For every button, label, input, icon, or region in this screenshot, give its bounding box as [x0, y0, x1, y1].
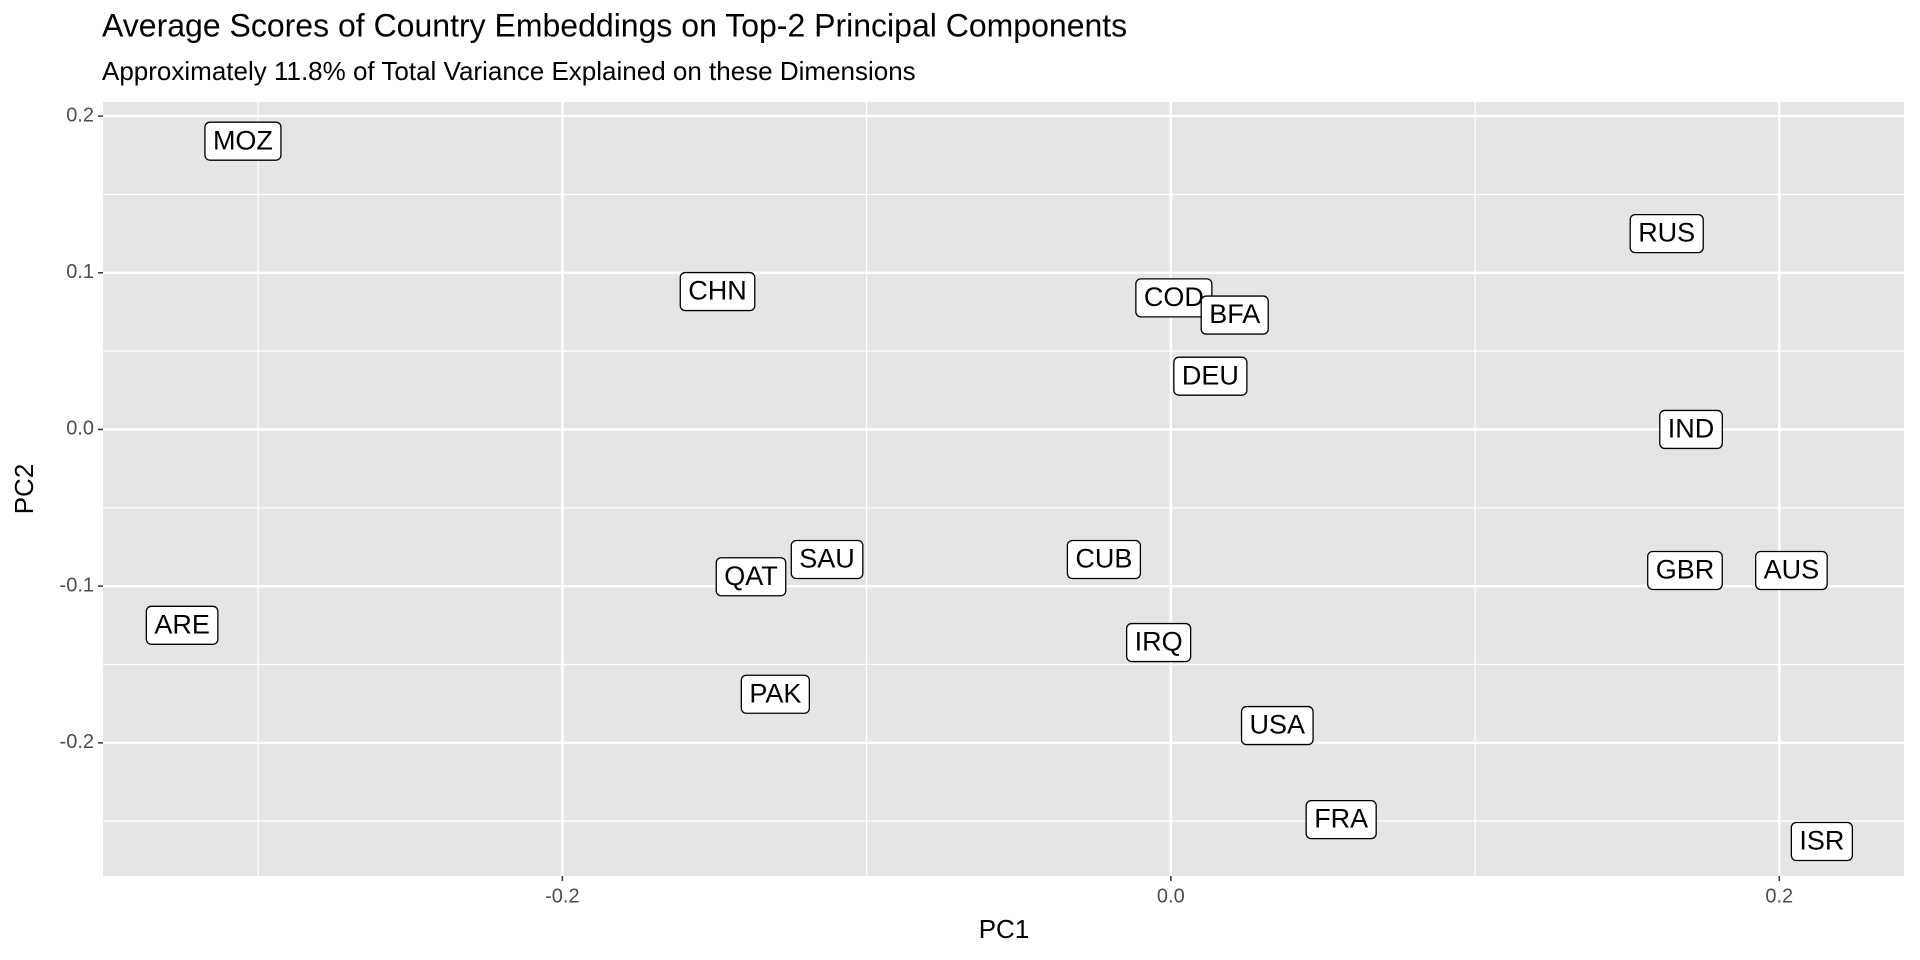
label-box: [790, 539, 864, 580]
label-box: [1305, 799, 1377, 840]
point-label-text: ISR: [1799, 826, 1844, 856]
label-box: [1647, 550, 1723, 591]
point-label-text: AUS: [1764, 555, 1820, 585]
point-label-text: BFA: [1209, 299, 1260, 329]
point-label: BFA: [1200, 295, 1269, 335]
point-label: AUS: [1755, 550, 1828, 591]
label-box: [740, 674, 810, 714]
label-box: [1200, 295, 1269, 335]
label-box: [1066, 539, 1142, 580]
y-tick-label: -0.2: [60, 731, 94, 753]
y-tick-label: 0.0: [66, 418, 94, 440]
label-box: [715, 557, 787, 597]
x-tick-label: 0.2: [1765, 885, 1793, 907]
point-label-text: MOZ: [213, 125, 273, 155]
point-label: DEU: [1173, 356, 1248, 396]
point-label: PAK: [740, 674, 810, 714]
y-tick-label: -0.1: [60, 574, 94, 596]
point-label: SAU: [790, 539, 864, 580]
label-box: [204, 121, 282, 161]
point-label-text: GBR: [1656, 555, 1715, 585]
y-axis-title: PC2: [9, 464, 39, 515]
point-label-text: SAU: [799, 544, 855, 574]
label-box: [1125, 622, 1192, 663]
label-box: [1629, 213, 1704, 254]
point-label-text: PAK: [749, 678, 801, 708]
label-box: [1790, 821, 1854, 862]
point-label-text: CUB: [1075, 544, 1132, 574]
point-label: ARE: [145, 605, 219, 645]
label-box: [1755, 550, 1828, 591]
x-tick-label: 0.0: [1157, 885, 1185, 907]
point-label: COD: [1135, 278, 1213, 318]
label-box: [145, 605, 219, 645]
point-label-text: FRA: [1314, 804, 1368, 834]
point-label-text: USA: [1250, 710, 1306, 740]
point-label: CUB: [1066, 539, 1142, 580]
point-label: GBR: [1647, 550, 1723, 591]
label-box: [1659, 409, 1723, 450]
label-box: [679, 271, 756, 312]
x-axis-title: PC1: [979, 914, 1030, 944]
point-label-text: IND: [1668, 414, 1715, 444]
point-label: QAT: [715, 557, 787, 597]
point-label: FRA: [1305, 799, 1377, 840]
point-label-text: IRQ: [1135, 627, 1183, 657]
point-label-text: RUS: [1638, 218, 1695, 248]
point-label-text: ARE: [154, 609, 210, 639]
point-label-text: DEU: [1182, 360, 1239, 390]
point-label: ISR: [1790, 821, 1854, 862]
point-label-text: QAT: [724, 561, 778, 591]
chart-subtitle: Approximately 11.8% of Total Variance Ex…: [102, 56, 916, 86]
x-tick-label: -0.2: [545, 885, 579, 907]
point-label: IND: [1659, 409, 1723, 450]
point-label: RUS: [1629, 213, 1704, 254]
label-box: [1173, 356, 1248, 396]
chart-title: Average Scores of Country Embeddings on …: [102, 7, 1127, 43]
plot-panel: [103, 102, 1904, 876]
point-label: CHN: [679, 271, 756, 312]
point-label: IRQ: [1125, 622, 1192, 663]
label-box: [1240, 705, 1314, 746]
point-label: MOZ: [204, 121, 282, 161]
y-tick-label: 0.1: [66, 261, 94, 283]
y-tick-label: 0.2: [66, 104, 94, 126]
point-label: USA: [1240, 705, 1314, 746]
point-label-text: CHN: [688, 276, 747, 306]
point-label-text: COD: [1144, 282, 1204, 312]
